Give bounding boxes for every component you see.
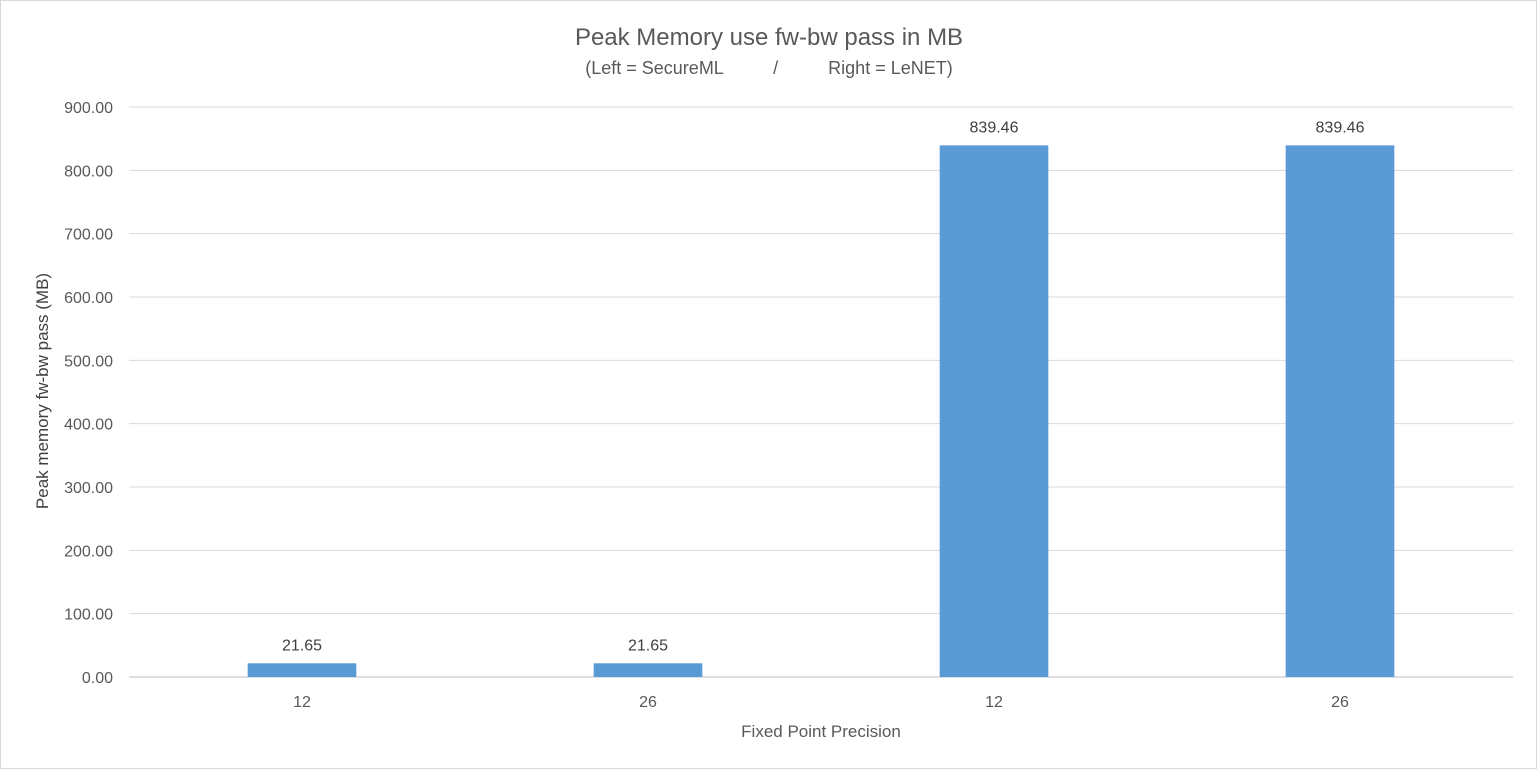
- bar: [939, 145, 1049, 678]
- x-tick-label: 26: [1331, 694, 1349, 711]
- chart-title: Peak Memory use fw-bw pass in MB: [575, 24, 963, 51]
- x-tick-label: 12: [293, 694, 311, 711]
- y-tick-label: 400.00: [64, 417, 113, 434]
- y-tick-label: 500.00: [64, 353, 113, 370]
- chart-subtitle: (Left = SecureML / Right = LeNET): [585, 58, 952, 78]
- y-tick-label: 100.00: [64, 607, 113, 624]
- gridlines: [129, 106, 1513, 678]
- x-axis-title: Fixed Point Precision: [741, 722, 901, 741]
- data-label: 21.65: [628, 637, 668, 654]
- bar: [593, 663, 703, 677]
- data-label: 839.46: [970, 119, 1019, 136]
- y-axis-tick-labels: 0.00 100.00 200.00 300.00 400.00 500.00 600.00…: [64, 100, 113, 687]
- y-tick-label: 300.00: [64, 480, 113, 497]
- data-label: 21.65: [282, 637, 322, 654]
- bar: [247, 663, 357, 677]
- y-tick-label: 0.00: [82, 670, 113, 687]
- y-axis-title: Peak memory fw-bw pass (MB): [33, 273, 52, 509]
- bars: [247, 145, 1395, 678]
- y-tick-label: 200.00: [64, 543, 113, 560]
- y-tick-label: 900.00: [64, 100, 113, 117]
- data-labels: 21.65 21.65 839.46 839.46: [282, 119, 1365, 654]
- y-tick-label: 800.00: [64, 163, 113, 180]
- y-tick-label: 700.00: [64, 227, 113, 244]
- bar: [1285, 145, 1395, 678]
- x-axis-tick-labels: 12 26 12 26: [293, 694, 1349, 711]
- data-label: 839.46: [1316, 119, 1365, 136]
- y-tick-label: 600.00: [64, 290, 113, 307]
- x-tick-label: 26: [639, 694, 657, 711]
- x-tick-label: 12: [985, 694, 1003, 711]
